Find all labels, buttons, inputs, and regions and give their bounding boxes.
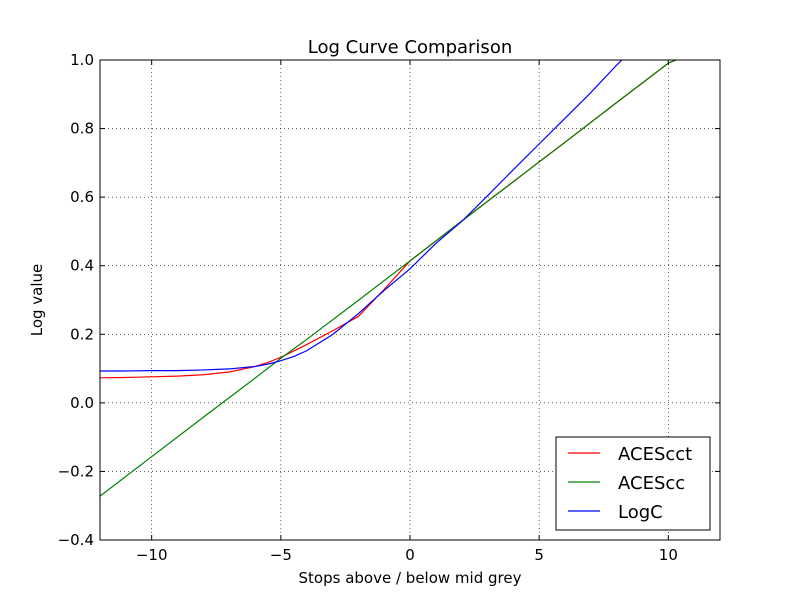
series-line-logc xyxy=(100,60,623,372)
series-line-acescc xyxy=(100,60,677,497)
y-tick-label: 0.6 xyxy=(70,188,94,206)
x-tick-label: 10 xyxy=(659,546,678,564)
legend-label: LogC xyxy=(618,502,663,523)
x-axis-label: Stops above / below mid grey xyxy=(299,569,522,587)
y-tick-label: −0.4 xyxy=(58,531,94,549)
y-tick-label: 0.2 xyxy=(70,325,94,343)
y-axis-label: Log value xyxy=(28,264,46,337)
legend-label: ACEScct xyxy=(618,444,692,465)
axis-ticks: −10 −5 0 5 10 −0.4 −0.2 0.0 0.2 0.4 0.6 0.8 1.0 xyxy=(58,51,720,564)
plot-area xyxy=(100,60,677,497)
y-tick-label: 0.8 xyxy=(70,120,94,138)
y-tick-label: 0.4 xyxy=(70,257,94,275)
x-tick-label: −5 xyxy=(270,546,292,564)
legend-label: ACEScc xyxy=(618,473,685,494)
x-tick-label: 5 xyxy=(534,546,544,564)
x-tick-label: −10 xyxy=(136,546,168,564)
chart-title: Log Curve Comparison xyxy=(308,37,512,58)
y-tick-label: 0.0 xyxy=(70,394,94,412)
x-tick-label: 0 xyxy=(405,546,415,564)
legend: ACEScct ACEScc LogC xyxy=(555,436,711,531)
y-tick-label: −0.2 xyxy=(58,462,94,480)
y-tick-label: 1.0 xyxy=(70,51,94,69)
